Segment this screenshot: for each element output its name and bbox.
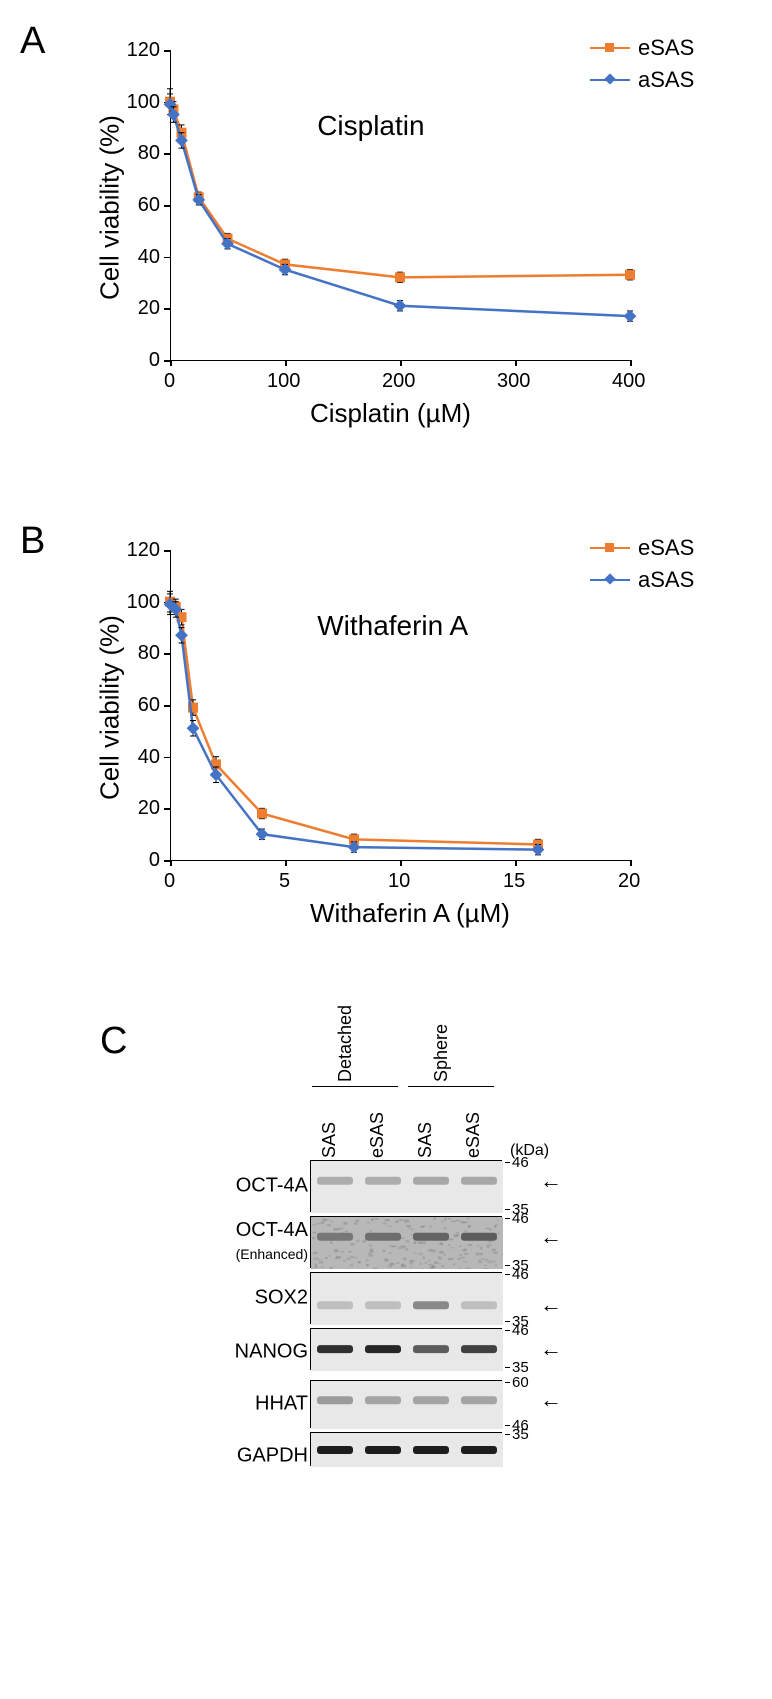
band-arrow-icon: ← <box>540 1168 562 1194</box>
kda-marker: 35 <box>512 1426 529 1443</box>
blot-lane-label: SAS <box>319 1122 340 1158</box>
blot-group-label: Detached <box>335 1005 356 1082</box>
blot-group-label: Sphere <box>431 1024 452 1082</box>
chart-withaferin: 02040608010012005101520Cell viability (%… <box>90 520 710 940</box>
panel-c-label: C <box>100 1020 127 1063</box>
band-arrow-icon: ← <box>540 1336 562 1362</box>
panel-a-label: A <box>20 20 45 63</box>
blot-protein-label: NANOG <box>235 1341 308 1364</box>
kda-marker: 60 <box>512 1374 529 1391</box>
band-arrow-icon: ← <box>540 1292 562 1318</box>
chart-cisplatin: 0204060801001200100200300400Cell viabili… <box>90 20 710 440</box>
panel-c: C DetachedSphereSASeSASSASeSAS(kDa)OCT-4… <box>20 1020 772 1480</box>
band-arrow-icon: ← <box>540 1387 562 1413</box>
blot-row: OCT-4A(Enhanced)4635← <box>130 1216 650 1268</box>
blot-header: DetachedSphereSASeSASSASeSAS(kDa) <box>310 1020 650 1160</box>
blot-lane-label: eSAS <box>367 1112 388 1158</box>
panel-a: A 0204060801001200100200300400Cell viabi… <box>20 20 772 490</box>
kda-marker: 46 <box>512 1154 529 1171</box>
blot-protein-label: HHAT <box>255 1393 308 1416</box>
blot-row: NANOG4635← <box>130 1328 650 1376</box>
blot-row: SOX24635← <box>130 1272 650 1324</box>
kda-marker: 46 <box>512 1210 529 1227</box>
band-arrow-icon: ← <box>540 1224 562 1250</box>
blot-protein-label: OCT-4A(Enhanced) <box>236 1219 308 1265</box>
chart-svg <box>90 520 710 940</box>
blot-row: OCT-4A4635← <box>130 1160 650 1212</box>
western-blot: DetachedSphereSASeSASSASeSAS(kDa)OCT-4A4… <box>130 1020 650 1480</box>
blot-lane-label: SAS <box>415 1122 436 1158</box>
blot-lane-label: eSAS <box>463 1112 484 1158</box>
blot-row: GAPDH35 <box>130 1432 650 1480</box>
chart-svg <box>90 20 710 440</box>
blot-row: HHAT6046← <box>130 1380 650 1428</box>
blot-protein-label: SOX2 <box>255 1287 308 1310</box>
kda-marker: 46 <box>512 1322 529 1339</box>
blot-protein-label: OCT-4A <box>236 1175 308 1198</box>
blot-protein-label: GAPDH <box>237 1445 308 1468</box>
panel-b-label: B <box>20 520 45 563</box>
kda-marker: 46 <box>512 1266 529 1283</box>
panel-b: B 02040608010012005101520Cell viability … <box>20 520 772 990</box>
